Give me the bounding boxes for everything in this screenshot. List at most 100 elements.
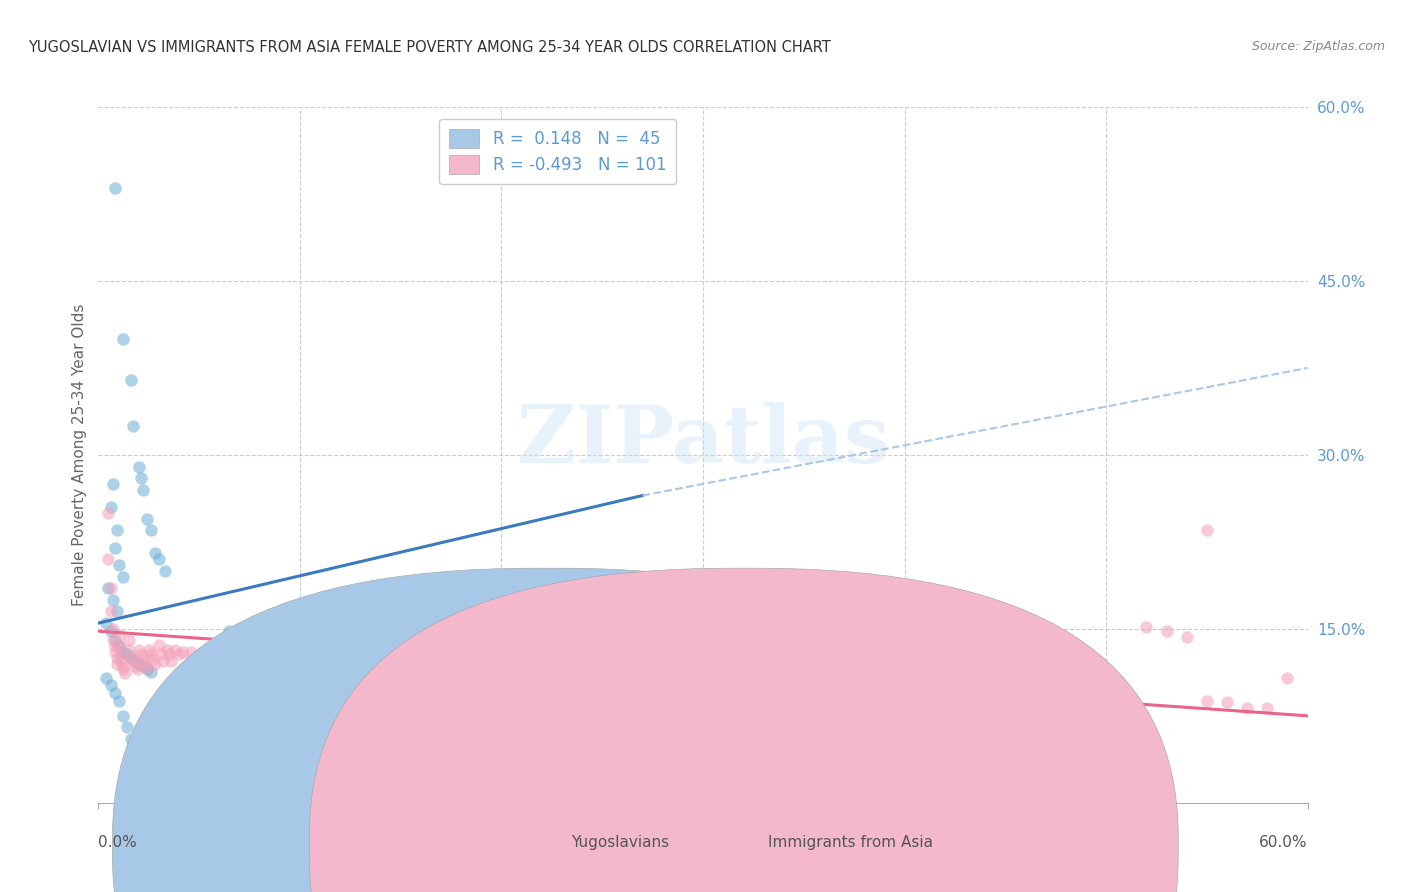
- Y-axis label: Female Poverty Among 25-34 Year Olds: Female Poverty Among 25-34 Year Olds: [72, 304, 87, 606]
- Point: [110, 648, 132, 662]
- Point: [142, 652, 165, 666]
- Text: Source: ZipAtlas.com: Source: ZipAtlas.com: [1251, 40, 1385, 54]
- Point: [103, 685, 125, 699]
- Point: [204, 645, 226, 659]
- Point: [101, 592, 124, 607]
- Text: 60.0%: 60.0%: [1260, 836, 1308, 850]
- Point: [125, 662, 148, 677]
- Point: [1074, 694, 1097, 708]
- Point: [120, 373, 142, 387]
- Point: [103, 541, 125, 555]
- Point: [139, 523, 162, 537]
- Point: [101, 633, 124, 648]
- Point: [148, 638, 170, 652]
- Point: [1156, 624, 1178, 639]
- Point: [105, 651, 128, 665]
- Point: [163, 642, 186, 657]
- Point: [893, 659, 915, 673]
- Point: [631, 659, 654, 673]
- Point: [103, 639, 125, 653]
- Point: [143, 657, 166, 671]
- Point: [235, 645, 257, 659]
- Point: [571, 659, 593, 673]
- Point: [269, 645, 291, 659]
- Point: [1277, 671, 1299, 685]
- Point: [111, 570, 134, 584]
- Point: [1195, 694, 1218, 708]
- Point: [329, 648, 352, 662]
- Point: [1135, 619, 1157, 633]
- Point: [120, 651, 142, 665]
- Point: [111, 659, 134, 673]
- Point: [148, 552, 170, 566]
- Point: [132, 652, 155, 666]
- Point: [1236, 700, 1258, 714]
- Point: [128, 642, 150, 657]
- Point: [118, 642, 141, 657]
- Point: [115, 721, 138, 735]
- Point: [124, 654, 146, 668]
- Point: [1195, 523, 1218, 537]
- Point: [105, 605, 128, 619]
- Point: [246, 648, 269, 663]
- Point: [1115, 696, 1137, 710]
- Point: [97, 552, 120, 566]
- Point: [259, 649, 281, 664]
- Point: [232, 630, 254, 644]
- Point: [491, 642, 513, 657]
- Point: [96, 615, 118, 630]
- Point: [389, 648, 412, 662]
- Point: [873, 665, 896, 680]
- Point: [111, 332, 134, 346]
- Point: [1035, 688, 1057, 702]
- Point: [288, 642, 311, 657]
- Point: [530, 654, 553, 668]
- Point: [121, 654, 143, 668]
- Point: [349, 652, 371, 666]
- Point: [1216, 695, 1239, 709]
- Point: [994, 682, 1017, 697]
- Point: [100, 605, 122, 619]
- Point: [974, 677, 997, 691]
- Point: [114, 665, 136, 680]
- Point: [651, 660, 673, 674]
- Point: [135, 661, 157, 675]
- Point: [953, 675, 976, 690]
- Point: [103, 633, 125, 648]
- Point: [107, 628, 129, 642]
- Point: [153, 564, 176, 578]
- Point: [111, 662, 134, 677]
- Point: [101, 476, 124, 491]
- Point: [124, 659, 146, 673]
- Point: [1256, 700, 1278, 714]
- Point: [111, 708, 134, 723]
- Legend: R =  0.148   N =  45, R = -0.493   N = 101: R = 0.148 N = 45, R = -0.493 N = 101: [440, 119, 676, 184]
- Point: [120, 731, 142, 746]
- Point: [723, 619, 745, 633]
- Point: [1014, 683, 1036, 698]
- Point: [793, 660, 815, 674]
- Point: [370, 642, 392, 657]
- Point: [100, 582, 122, 596]
- Point: [118, 633, 141, 648]
- Point: [121, 418, 143, 433]
- Text: Immigrants from Asia: Immigrants from Asia: [768, 836, 932, 850]
- Point: [813, 665, 835, 680]
- Point: [134, 657, 156, 671]
- Point: [132, 659, 155, 673]
- Point: [193, 648, 215, 662]
- Point: [152, 654, 174, 668]
- Point: [934, 671, 956, 685]
- Point: [160, 654, 183, 668]
- Point: [450, 648, 472, 662]
- Point: [115, 648, 138, 662]
- Point: [832, 671, 855, 685]
- Point: [100, 500, 122, 514]
- Point: [914, 665, 936, 680]
- Point: [129, 648, 152, 662]
- Text: YUGOSLAVIAN VS IMMIGRANTS FROM ASIA FEMALE POVERTY AMONG 25-34 YEAR OLDS CORRELA: YUGOSLAVIAN VS IMMIGRANTS FROM ASIA FEMA…: [28, 40, 831, 55]
- Point: [591, 654, 613, 668]
- Point: [96, 671, 118, 685]
- Point: [612, 659, 634, 673]
- Point: [128, 459, 150, 474]
